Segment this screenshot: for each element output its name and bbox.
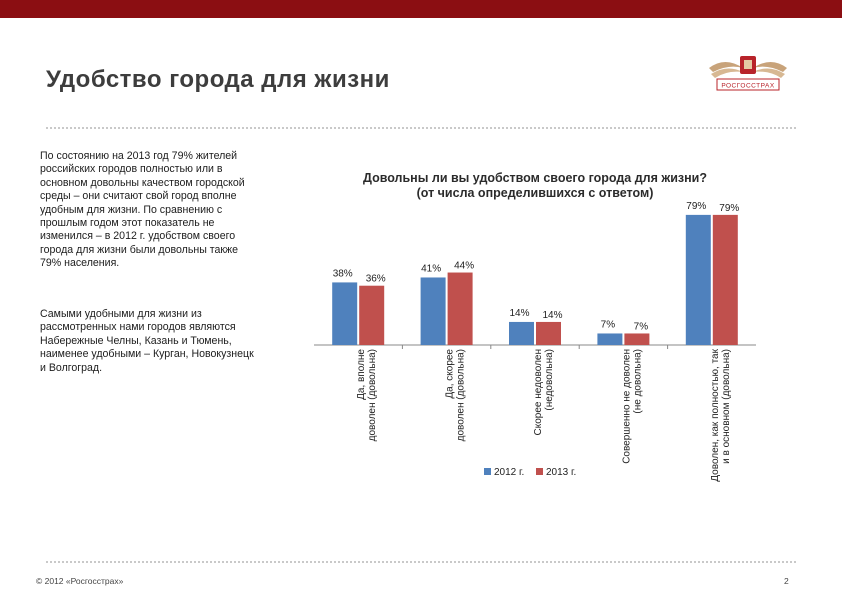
legend-swatch-1 bbox=[536, 468, 543, 475]
bar-2013-1 bbox=[447, 272, 473, 345]
bar-2012-3 bbox=[597, 333, 623, 345]
category-label: Доволен, как полностью, таки в основном … bbox=[710, 348, 732, 481]
legend-label: 2013 г. bbox=[546, 467, 576, 478]
category-label-line: Да, скорее bbox=[445, 349, 456, 399]
data-label: 14% bbox=[542, 310, 562, 321]
bar-2013-3 bbox=[624, 333, 650, 345]
header-bar bbox=[0, 0, 842, 18]
bar-2012-4 bbox=[685, 214, 711, 345]
data-label: 44% bbox=[454, 261, 474, 272]
category-label-line: (не довольна) bbox=[632, 349, 643, 414]
copyright: © 2012 «Росгосстрах» bbox=[36, 576, 124, 586]
category-label-line: Совершенно не доволен bbox=[621, 349, 632, 464]
summary-paragraph: По состоянию на 2013 год 79% жителей рос… bbox=[40, 150, 245, 270]
bar-2013-0 bbox=[359, 285, 385, 345]
bar-2012-2 bbox=[509, 321, 534, 345]
legend-label: 2012 г. bbox=[494, 467, 524, 478]
data-label: 7% bbox=[601, 319, 616, 330]
category-label-line: Скорее недоволен bbox=[533, 349, 544, 435]
data-label: 79% bbox=[719, 203, 739, 214]
legend-swatch-0 bbox=[484, 468, 491, 475]
category-label: Да, скореедоволен (довольна) bbox=[445, 349, 467, 442]
chart-title: Довольны ли вы удобством своего города д… bbox=[363, 171, 707, 200]
data-label: 7% bbox=[634, 321, 649, 332]
footer-divider bbox=[46, 561, 796, 563]
category-label-line: доволен (довольна) bbox=[456, 349, 467, 441]
category-label: Совершенно не доволен(не довольна) bbox=[621, 349, 643, 464]
data-label: 14% bbox=[509, 308, 529, 319]
brand-label: РОСГОССТРАХ bbox=[721, 83, 775, 90]
bar-chart: 38% 36%Да, вполнедоволен (довольна)41% 44%… bbox=[314, 201, 756, 482]
category-label: Скорее недоволен(недовольна) bbox=[533, 349, 555, 435]
company-logo: РОСГОССТРАХ bbox=[709, 56, 787, 91]
data-label: 41% bbox=[421, 263, 441, 274]
header-divider bbox=[46, 127, 796, 129]
bar-2013-2 bbox=[536, 321, 561, 345]
bar-2012-1 bbox=[420, 277, 446, 345]
data-label: 79% bbox=[686, 201, 706, 212]
cities-paragraph: Самыми удобными для жизни из рассмотренн… bbox=[40, 308, 254, 374]
category-label: Да, вполнедоволен (довольна) bbox=[356, 349, 378, 442]
data-label: 38% bbox=[333, 268, 353, 279]
category-label-line: доволен (довольна) bbox=[367, 349, 378, 441]
bar-2013-4 bbox=[712, 214, 738, 345]
category-label-line: (недовольна) bbox=[544, 349, 555, 411]
page-title: Удобство города для жизни bbox=[46, 66, 390, 93]
bar-2012-0 bbox=[332, 282, 358, 345]
data-label: 36% bbox=[366, 274, 386, 285]
category-label-line: и в основном (довольна) bbox=[721, 349, 732, 464]
page-number: 2 bbox=[784, 576, 789, 586]
category-label-line: Доволен, как полностью, так bbox=[710, 348, 721, 481]
category-label-line: Да, вполне bbox=[356, 349, 367, 400]
